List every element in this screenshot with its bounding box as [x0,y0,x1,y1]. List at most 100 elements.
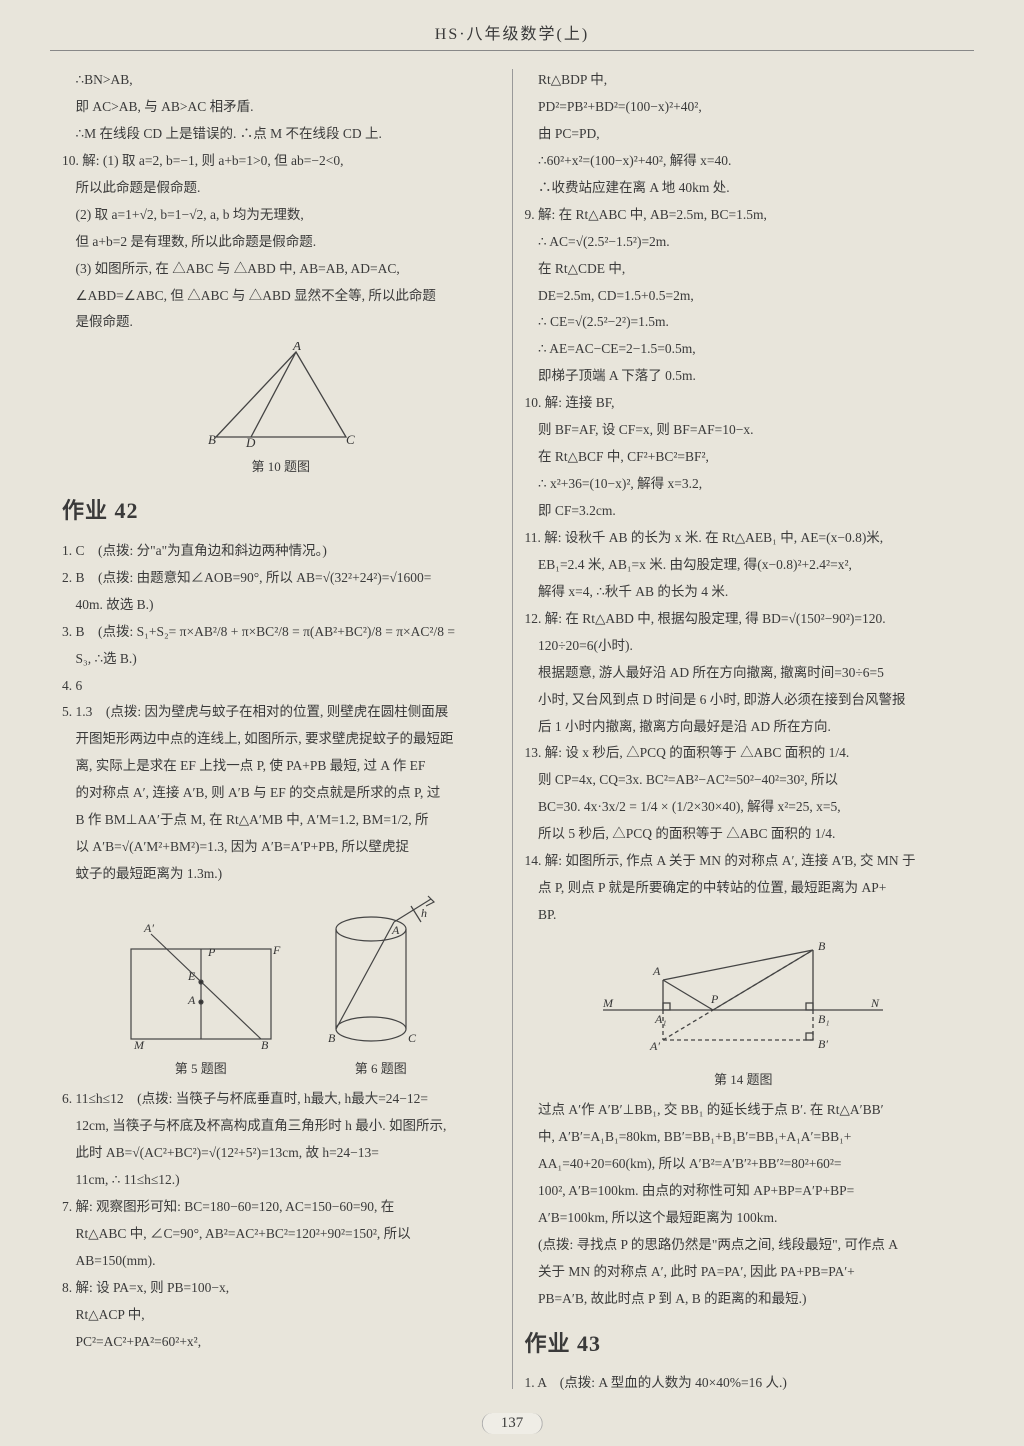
figure-14: M A A₁ A′ P B B₁ B′ N 第 14 题图 [525,935,963,1091]
text-line: 所以 5 秒后, △PCQ 的面积等于 △ABC 面积的 1/4. [525,823,963,846]
text-line: DE=2.5m, CD=1.5+0.5=2m, [525,285,963,308]
figure-10: A B D C 第 10 题图 [62,342,500,478]
svg-text:D: D [245,435,256,450]
text-line: BC=30. 4x·3x/2 = 1/4 × (1/2×30×40), 解得 x… [525,796,963,819]
text-line: 是假命题. [62,311,500,334]
answer-10: 10. 解: 连接 BF, [525,392,963,415]
text-line: 根据题意, 游人最好沿 AD 所在方向撤离, 撤离时间=30÷6=5 [525,662,963,685]
text-line: 关于 MN 的对称点 A′, 此时 PA=PA′, 因此 PA+PB=PA′+ [525,1261,963,1284]
answer-3: 3. B (点拨: S₁+S₂= π×AB²/8 + π×BC²/8 = π(A… [62,621,500,644]
text-line: 所以此命题是假命题. [62,177,500,200]
fig14-caption: 第 14 题图 [525,1069,963,1091]
text-line: A′B=100km, 所以这个最短距离为 100km. [525,1207,963,1230]
svg-text:B: B [818,939,826,953]
left-column: ∴BN>AB, 即 AC>AB, 与 AB>AC 相矛盾. ∴M 在线段 CD … [50,69,513,1389]
answer-43-1: 1. A (点拨: A 型血的人数为 40×40%=16 人.) [525,1372,963,1395]
right-column: Rt△BDP 中, PD²=PB²+BD²=(100−x)²+40², 由 PC… [513,69,975,1389]
section-42-title: 作业 42 [62,492,500,529]
text-line: 在 Rt△BCF 中, CF²+BC²=BF², [525,446,963,469]
text-line: 蚊子的最短距离为 1.3m.) [62,863,500,886]
text-line: (点拨: 寻找点 P 的思路仍然是"两点之间, 线段最短", 可作点 A [525,1234,963,1257]
text-line: EB₁=2.4 米, AB₁=x 米. 由勾股定理, 得(x−0.8)²+2.4… [525,554,963,577]
text-line: ∴ CE=√(2.5²−2²)=1.5m. [525,311,963,334]
svg-text:A′: A′ [649,1039,660,1053]
answer-5: 5. 1.3 (点拨: 因为壁虎与蚊子在相对的位置, 则壁虎在圆柱侧面展 [62,701,500,724]
text-line: 过点 A′作 A′B′⊥BB₁, 交 BB₁ 的延长线于点 B′. 在 Rt△A… [525,1099,963,1122]
svg-text:P: P [207,945,216,959]
text-line: 的对称点 A′, 连接 A′B, 则 A′B 与 EF 的交点就是所求的点 P,… [62,782,500,805]
page-number: 137 [482,1413,543,1434]
text-line: 中, A′B′=A₁B₁=80km, BB′=BB₁+B₁B′=BB₁+A₁A′… [525,1126,963,1149]
text-line: ∴ AE=AC−CE=2−1.5=0.5m, [525,338,963,361]
text-line: ∴60²+x²=(100−x)²+40², 解得 x=40. [525,150,963,173]
text-line: B 作 BM⊥AA′于点 M, 在 Rt△A′MB 中, A′M=1.2, BM… [62,809,500,832]
svg-text:M: M [133,1038,145,1052]
fig10-caption: 第 10 题图 [62,456,500,478]
fig5-caption: 第 5 题图 [116,1058,286,1080]
answer-11: 11. 解: 设秋千 AB 的长为 x 米. 在 Rt△AEB₁ 中, AE=(… [525,527,963,550]
svg-text:P: P [710,992,719,1006]
text-line: 40m. 故选 B.) [62,594,500,617]
svg-text:B′: B′ [818,1037,828,1051]
answer-6: 6. 11≤h≤12 (点拨: 当筷子与杯底垂直时, h最大, h最大=24−1… [62,1088,500,1111]
text-line: 点 P, 则点 P 就是所要确定的中转站的位置, 最短距离为 AP+ [525,877,963,900]
text-line: PC²=AC²+PA²=60²+x², [62,1331,500,1354]
text-line: 120÷20=6(小时). [525,635,963,658]
text-line: S₃, ∴选 B.) [62,648,500,671]
text-line: Rt△ABC 中, ∠C=90°, AB²=AC²+BC²=120²+90²=1… [62,1223,500,1246]
text-line: ∴收费站应建在离 A 地 40km 处. [525,177,963,200]
text-line: Rt△BDP 中, [525,69,963,92]
svg-text:N: N [870,996,880,1010]
section-43-title: 作业 43 [525,1325,963,1362]
text-line: 由 PC=PD, [525,123,963,146]
svg-text:F: F [272,943,281,957]
text-line: 则 CP=4x, CQ=3x. BC²=AB²−AC²=50²−40²=30²,… [525,769,963,792]
text-line: ∴ AC=√(2.5²−1.5²)=2m. [525,231,963,254]
text-line: 但 a+b=2 是有理数, 所以此命题是假命题. [62,231,500,254]
svg-text:C: C [408,1031,417,1045]
text-line: (2) 取 a=1+√2, b=1−√2, a, b 均为无理数, [62,204,500,227]
figure-5: A′ P F E A M B 第 5 题图 [116,904,286,1080]
answer-4: 4. 6 [62,675,500,698]
svg-text:A: A [292,342,301,353]
page-number-value: 137 [482,1413,543,1434]
text-line: 即 AC>AB, 与 AB>AC 相矛盾. [62,96,500,119]
svg-text:A: A [652,964,661,978]
svg-text:B: B [208,432,216,447]
text-line: 则 BF=AF, 设 CF=x, 则 BF=AF=10−x. [525,419,963,442]
svg-text:C: C [346,432,355,447]
svg-text:B: B [261,1038,269,1052]
svg-text:M: M [602,996,614,1010]
text-line: 小时, 又台风到点 D 时间是 6 小时, 即游人必须在接到台风警报 [525,689,963,712]
text-line: ∠ABD=∠ABC, 但 △ABC 与 △ABD 显然不全等, 所以此命题 [62,285,500,308]
text-line: 即梯子顶端 A 下落了 0.5m. [525,365,963,388]
text-line: BP. [525,904,963,927]
text-line: AA₁=40+20=60(km), 所以 A′B²=A′B′²+BB′²=80²… [525,1153,963,1176]
figure-5-6-row: A′ P F E A M B 第 5 题图 [62,894,500,1080]
text-line: 后 1 小时内撤离, 撤离方向最好是沿 AD 所在方向. [525,716,963,739]
text-line: 12cm, 当筷子与杯底及杯高构成直角三角形时 h 最小. 如图所示, [62,1115,500,1138]
svg-text:B₁: B₁ [818,1012,830,1026]
figure-6: A h B C 第 6 题图 [316,894,446,1080]
text-line: 离, 实际上是求在 EF 上找一点 P, 使 PA+PB 最短, 过 A 作 E… [62,755,500,778]
text-line: 以 A′B=√(A′M²+BM²)=1.3, 因为 A′B=A′P+PB, 所以… [62,836,500,859]
text-line: PB=A′B, 故此时点 P 到 A, B 的距离的和最短.) [525,1288,963,1311]
svg-text:A₁: A₁ [654,1012,667,1026]
svg-text:h: h [421,906,427,920]
text-line: ∴ x²+36=(10−x)², 解得 x=3.2, [525,473,963,496]
text-line: 解得 x=4, ∴秋千 AB 的长为 4 米. [525,581,963,604]
answer-7: 7. 解: 观察图形可知: BC=180−60=120, AC=150−60=9… [62,1196,500,1219]
text-line: ∴BN>AB, [62,69,500,92]
text-line: Rt△ACP 中, [62,1304,500,1327]
page-header: HS·八年级数学(上) [50,20,974,51]
text-line: 即 CF=3.2cm. [525,500,963,523]
text-line: 100², A′B=100km. 由点的对称性可知 AP+BP=A′P+BP= [525,1180,963,1203]
q10: 10. 解: (1) 取 a=2, b=−1, 则 a+b=1>0, 但 ab=… [62,150,500,173]
text-line: 此时 AB=√(AC²+BC²)=√(12²+5²)=13cm, 故 h=24−… [62,1142,500,1165]
answer-1: 1. C (点拨: 分"a"为直角边和斜边两种情况。) [62,540,500,563]
answer-13: 13. 解: 设 x 秒后, △PCQ 的面积等于 △ABC 面积的 1/4. [525,742,963,765]
svg-text:E: E [187,969,196,983]
text-line: 在 Rt△CDE 中, [525,258,963,281]
answer-12: 12. 解: 在 Rt△ABD 中, 根据勾股定理, 得 BD=√(150²−9… [525,608,963,631]
answer-8: 8. 解: 设 PA=x, 则 PB=100−x, [62,1277,500,1300]
